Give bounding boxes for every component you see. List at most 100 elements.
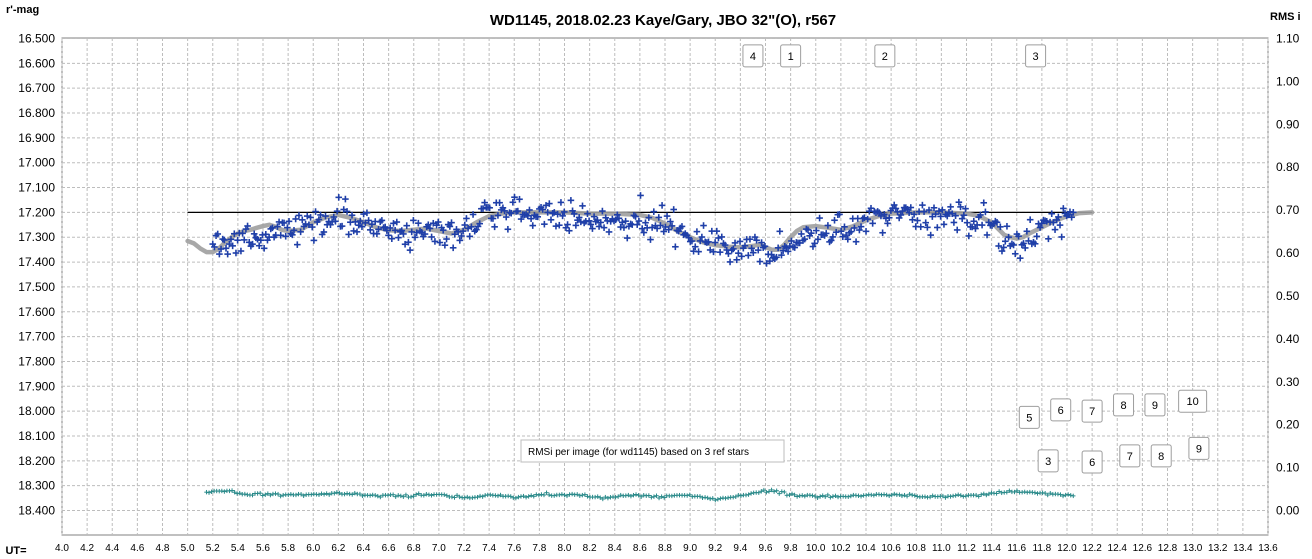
- rms-point: [477, 493, 483, 499]
- magnitude-point: [403, 222, 411, 229]
- rms-point: [812, 494, 818, 499]
- x-tick-label: 11.6: [1007, 543, 1026, 554]
- note-text: RMSi per image (for wd1145) based on 3 r…: [528, 447, 749, 458]
- magnitude-point: [890, 201, 898, 209]
- rms-point: [429, 493, 434, 498]
- magnitude-point: [456, 237, 464, 244]
- magnitude-point: [798, 230, 805, 238]
- rms-point: [782, 489, 787, 495]
- magnitude-point: [363, 209, 371, 217]
- magnitude-point: [282, 232, 290, 240]
- x-tick-label: 13.0: [1183, 543, 1203, 554]
- magnitude-point: [227, 236, 235, 243]
- magnitude-point: [1055, 213, 1062, 221]
- annotation-label: 1: [788, 51, 794, 63]
- magnitude-point: [317, 211, 324, 219]
- magnitude-point: [579, 202, 586, 210]
- magnitude-point: [822, 230, 830, 237]
- magnitude-point: [663, 212, 671, 220]
- rms-point: [713, 497, 718, 503]
- rms-point: [286, 492, 291, 498]
- rms-point: [899, 493, 905, 499]
- magnitude-point: [244, 222, 251, 230]
- rms-point: [531, 494, 536, 499]
- magnitude-point: [637, 192, 644, 199]
- annotation-box: 2: [874, 44, 896, 68]
- magnitude-point: [547, 216, 555, 224]
- magnitude-point: [774, 244, 782, 252]
- y-left-tick-label: 17.800: [18, 354, 55, 368]
- x-tick-label: 7.0: [432, 543, 446, 554]
- y-left-tick-label: 18.200: [18, 454, 55, 468]
- rms-point: [904, 494, 910, 499]
- magnitude-point: [730, 245, 737, 253]
- magnitude-point: [587, 221, 595, 228]
- magnitude-point: [844, 235, 852, 243]
- annotation-box: 8: [1113, 393, 1135, 417]
- magnitude-point: [693, 228, 701, 235]
- magnitude-point: [1020, 240, 1027, 247]
- magnitude-point: [426, 225, 434, 232]
- magnitude-point: [541, 220, 548, 228]
- magnitude-point: [250, 230, 258, 238]
- magnitude-point: [584, 210, 591, 218]
- x-tick-label: 9.8: [784, 543, 798, 554]
- magnitude-point: [466, 233, 474, 240]
- rms-point: [738, 493, 744, 498]
- magnitude-point: [221, 236, 228, 244]
- rms-point: [209, 489, 214, 494]
- rms-point: [715, 497, 721, 502]
- x-tick-label: 12.2: [1082, 543, 1102, 554]
- rms-point: [462, 495, 467, 500]
- annotation-box: 10: [1178, 389, 1208, 413]
- x-tick-label: 12.0: [1057, 543, 1077, 554]
- rms-point: [984, 492, 989, 498]
- magnitude-point: [461, 221, 469, 229]
- rms-point: [956, 492, 961, 497]
- rms-point: [334, 490, 340, 495]
- rms-point: [449, 494, 455, 500]
- annotation-box: 8: [1150, 444, 1172, 468]
- x-tick-label: 8.8: [658, 543, 672, 554]
- rms-points-layer: [204, 487, 1076, 503]
- x-tick-label: 4.4: [105, 543, 119, 554]
- magnitude-point: [811, 240, 818, 247]
- magnitude-point: [867, 204, 875, 212]
- x-tick-label: 9.2: [708, 543, 722, 554]
- magnitude-point: [753, 236, 760, 244]
- magnitude-point: [395, 234, 402, 241]
- rms-point: [979, 492, 984, 497]
- annotation-box: 1: [780, 44, 802, 68]
- magnitude-point: [904, 205, 911, 213]
- x-tick-label: 11.4: [982, 543, 1001, 554]
- rms-point: [774, 488, 779, 493]
- magnitude-point: [214, 230, 222, 238]
- rms-point: [733, 494, 738, 499]
- x-tick-label: 12.4: [1108, 543, 1128, 554]
- rms-point: [219, 488, 225, 494]
- annotation-label: 6: [1089, 457, 1095, 469]
- magnitude-point: [748, 245, 755, 252]
- magnitude-point: [353, 228, 361, 236]
- magnitude-point: [672, 243, 679, 251]
- magnitude-point: [517, 215, 525, 223]
- magnitude-point: [257, 236, 265, 244]
- magnitude-point: [262, 231, 270, 238]
- magnitude-point: [993, 219, 1001, 226]
- y-left-tick-label: 18.000: [18, 404, 55, 418]
- rms-point: [718, 496, 723, 501]
- magnitude-point: [464, 225, 472, 232]
- rms-point: [848, 493, 854, 499]
- grid: [61, 38, 1269, 535]
- annotation-box: 9: [1188, 436, 1210, 460]
- rms-point: [902, 492, 907, 498]
- magnitude-point: [232, 249, 240, 257]
- rms-point: [943, 495, 948, 500]
- magnitude-point: [963, 219, 971, 226]
- note-layer: RMSi per image (for wd1145) based on 3 r…: [520, 439, 785, 463]
- magnitude-point: [746, 235, 754, 243]
- rms-point: [352, 490, 357, 496]
- y-right-tick-label: 0.50: [1276, 289, 1300, 303]
- magnitude-point: [544, 209, 551, 216]
- magnitude-point: [927, 231, 934, 239]
